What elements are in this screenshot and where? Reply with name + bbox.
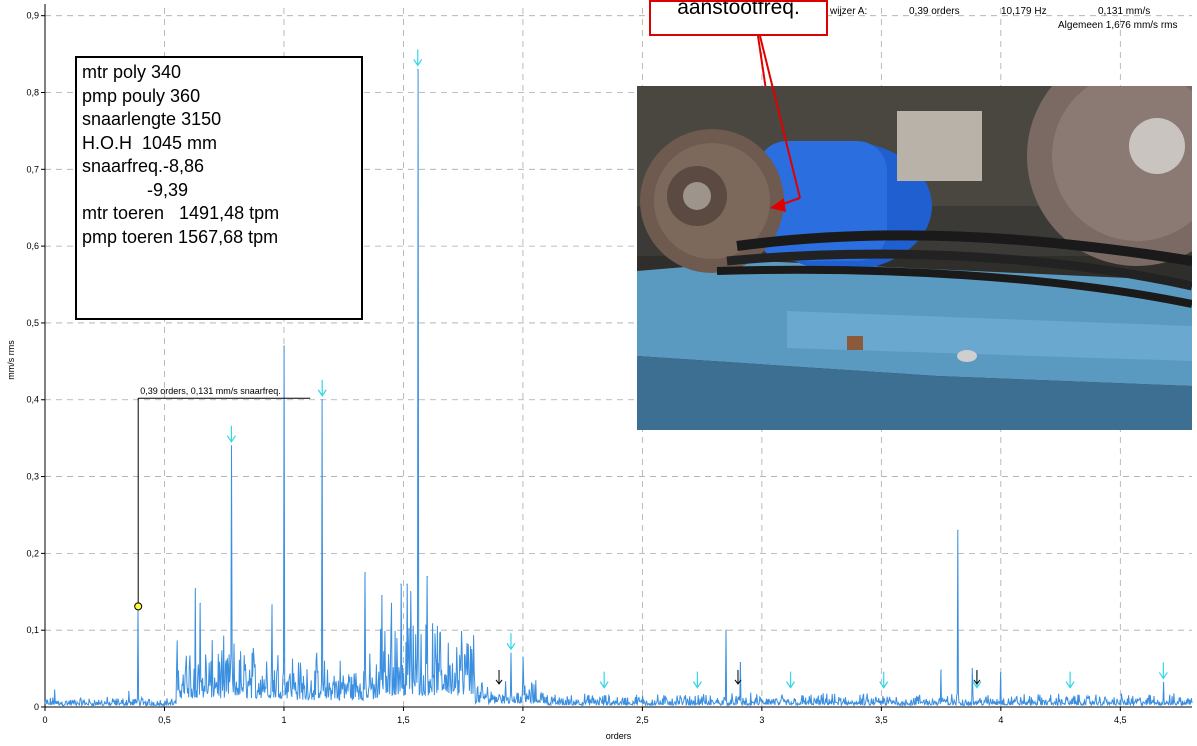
x-tick-label: 3: [759, 715, 764, 725]
marker-black-head: [734, 679, 742, 685]
info-line: snaarfreq.-8,86: [82, 156, 205, 176]
x-tick-label: 2,5: [636, 715, 649, 725]
x-tick-label: 3,5: [875, 715, 888, 725]
info-line: H.O.H 1045 mm: [82, 132, 218, 153]
spectrum-peak-point: [271, 604, 273, 606]
x-tick-label: 2: [520, 715, 525, 725]
harmonic-marker-head: [692, 681, 702, 689]
spectrum-peak-point: [199, 602, 201, 604]
info-line: -9,39: [82, 179, 189, 200]
info-line: mtr toeren 1491,48 tpm: [82, 203, 280, 223]
info-box: mtr poly 340 pmp pouly 360 snaarlengte 315…: [75, 56, 363, 320]
marker-black-head: [495, 679, 503, 685]
spectrum-peak-point: [739, 661, 741, 664]
x-tick-label: 4,5: [1114, 715, 1127, 725]
info-line: snaarlengte 3150: [82, 109, 222, 129]
spectrum-peak-point: [381, 595, 383, 597]
spectrum-peak-point: [283, 345, 285, 347]
y-tick-label: 0,3: [26, 472, 39, 482]
harmonic-marker-head: [972, 681, 982, 689]
cursor-label: wijzer A:: [830, 6, 868, 17]
harmonic-marker-head: [879, 681, 889, 689]
y-tick-label: 0,5: [26, 318, 39, 328]
x-axis-label: orders: [606, 731, 632, 741]
y-axis-label: mm/s rms: [6, 340, 16, 380]
y-tick-label: 0,6: [26, 241, 39, 251]
x-tick-label: 1,5: [397, 715, 410, 725]
callout-text: aanstootfreq.: [677, 0, 800, 19]
y-tick-label: 0,7: [26, 164, 39, 174]
spectrum-peak-point: [1000, 671, 1002, 674]
y-tick-label: 0,8: [26, 87, 39, 97]
harmonic-marker-head: [786, 681, 796, 689]
harmonic-marker-head: [599, 681, 609, 689]
belt-drive-photo: [637, 86, 1192, 430]
spectrum-line: [44, 69, 1193, 708]
spectrum-peak-point: [725, 629, 727, 631]
info-line: mtr poly 340: [82, 62, 182, 82]
x-tick-label: 0: [42, 715, 47, 725]
y-tick-label: 0,1: [26, 625, 39, 635]
x-tick-label: 4: [998, 715, 1003, 725]
y-tick-label: 0,2: [26, 548, 39, 558]
spectrum-peak-point: [321, 399, 323, 401]
spectrum-peak-point: [417, 68, 419, 71]
harmonic-marker-head: [1158, 672, 1168, 680]
x-tick-label: 1: [281, 715, 286, 725]
y-tick-label: 0,9: [26, 11, 39, 21]
info-line: pmp toeren 1567,68 tpm: [82, 226, 279, 247]
cursor-annotation: 0,39 orders, 0,131 mm/s snaarfreq.: [140, 386, 281, 396]
harmonic-marker-head: [413, 59, 423, 67]
x-tick-label: 0,5: [158, 715, 171, 725]
spectrum-peak-point: [194, 588, 197, 590]
spectrum-peak-point: [940, 669, 942, 671]
spectrum-peak-point: [400, 583, 402, 585]
callout-box: aanstootfreq.: [649, 0, 828, 36]
spectrum-peak-point: [364, 571, 366, 574]
overall-level: Algemeen 1,676 mm/s rms: [1058, 20, 1178, 31]
spectrum-peak-point: [390, 602, 393, 604]
cursor-point: [134, 602, 143, 611]
spectrum-peak-point: [128, 691, 130, 693]
harmonic-marker-head: [1065, 681, 1075, 689]
spectrum-peak-point: [1162, 681, 1164, 684]
spectrum-peak-point: [410, 591, 412, 593]
harmonic-marker-head: [226, 435, 236, 443]
harmonic-marker-head: [317, 389, 327, 397]
info-line: pmp pouly 360: [82, 85, 201, 106]
spectrum-peak-point: [53, 689, 56, 691]
cursor-orders: 0,39 orders: [909, 6, 960, 17]
y-tick-label: 0,4: [26, 395, 39, 405]
spectrum-peak-point: [406, 583, 408, 585]
spectrum-peak-point: [426, 575, 428, 578]
marker-black-head: [973, 679, 981, 685]
spectrum-peak-point: [971, 667, 973, 670]
harmonic-marker-head: [506, 642, 516, 651]
y-tick-label: 0: [34, 702, 39, 712]
cursor-frequency: 10,179 Hz: [1001, 6, 1047, 17]
spectrum-peak-point: [522, 656, 524, 658]
spectrum-peak-point: [230, 445, 232, 447]
cursor-amplitude: 0,131 mm/s: [1098, 6, 1151, 17]
spectrum-peak-point: [510, 652, 512, 654]
spectrum-peak-point: [957, 529, 959, 531]
